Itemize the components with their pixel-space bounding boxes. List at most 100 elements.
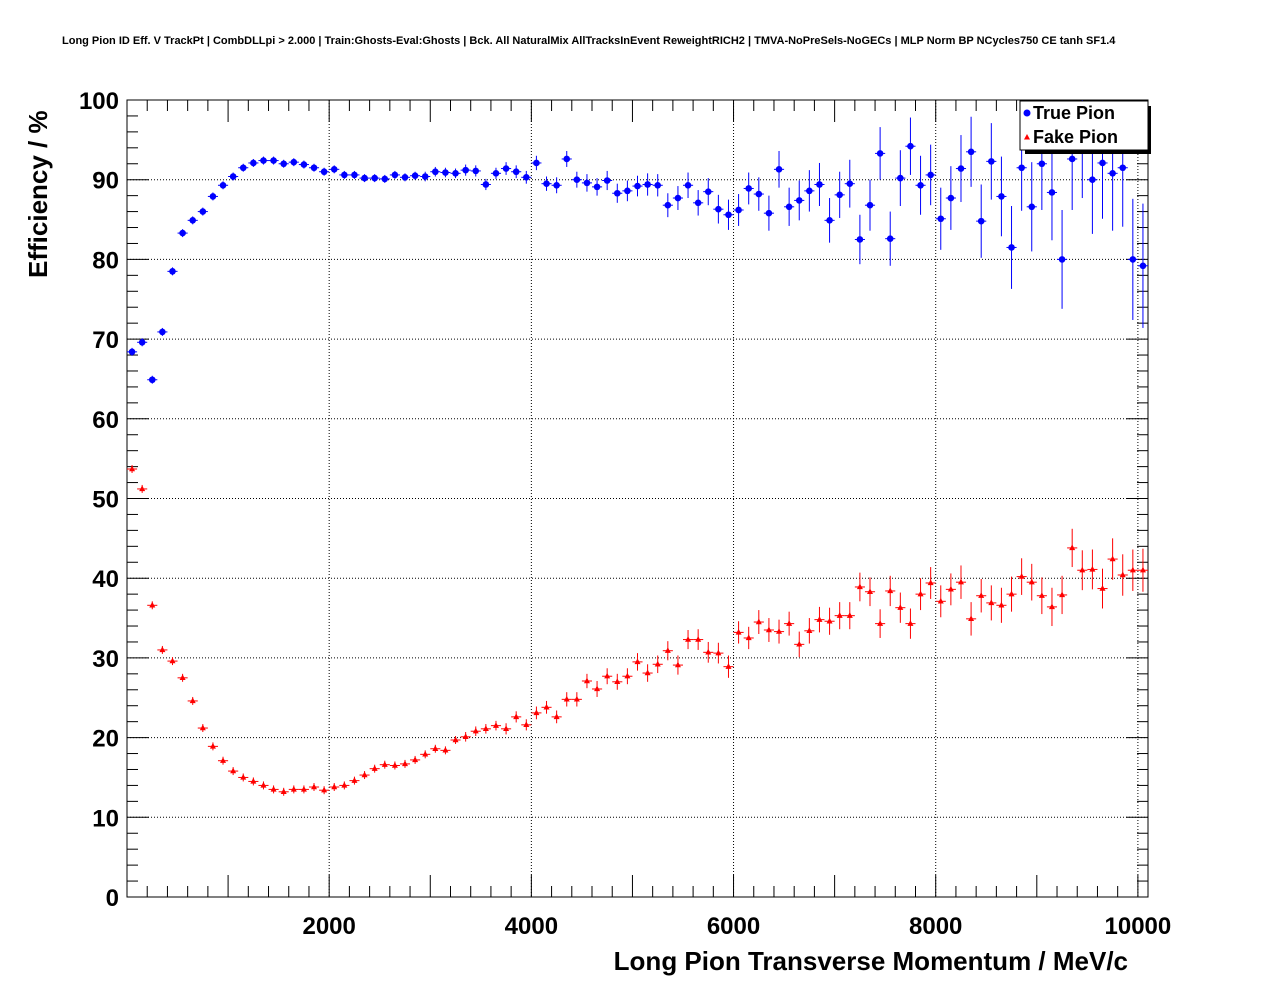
data-point-fake-pion <box>765 626 772 633</box>
data-point-true-pion <box>795 197 803 204</box>
data-point-fake-pion <box>169 657 176 664</box>
data-point-true-pion <box>330 166 338 173</box>
data-point-true-pion <box>290 158 298 166</box>
data-point-true-pion <box>138 338 146 346</box>
data-point-fake-pion <box>1119 571 1126 578</box>
data-point-fake-pion <box>583 677 590 684</box>
data-point-true-pion <box>432 168 439 176</box>
data-point-true-pion <box>179 229 186 237</box>
data-point-fake-pion <box>260 781 267 788</box>
data-point-true-pion <box>684 181 692 189</box>
data-point-fake-pion <box>129 465 136 472</box>
data-point-true-pion <box>664 201 672 209</box>
data-point-fake-pion <box>755 618 762 625</box>
data-point-fake-pion <box>300 785 307 792</box>
data-point-true-pion <box>897 174 904 182</box>
data-point-true-pion <box>704 188 712 195</box>
data-point-fake-pion <box>139 485 146 492</box>
legend-label-true-pion: True Pion <box>1033 103 1115 123</box>
data-point-true-pion <box>816 181 823 188</box>
data-point-fake-pion <box>391 761 398 768</box>
data-point-true-pion <box>745 185 752 192</box>
data-point-fake-pion <box>422 750 429 757</box>
y-axis-label: Efficiency / % <box>23 110 53 278</box>
data-point-fake-pion <box>867 588 874 594</box>
data-point-fake-pion <box>543 703 550 710</box>
data-point-fake-pion <box>594 685 601 692</box>
data-point-true-pion <box>967 148 975 156</box>
data-point-true-pion <box>826 217 833 224</box>
data-point-true-pion <box>371 174 378 182</box>
data-point-fake-pion <box>796 640 803 647</box>
data-point-fake-pion <box>856 583 863 590</box>
data-point-true-pion <box>654 181 662 189</box>
data-point-fake-pion <box>705 648 712 655</box>
data-point-true-pion <box>674 194 682 202</box>
data-point-true-pion <box>442 169 449 176</box>
data-point-fake-pion <box>209 742 216 749</box>
data-point-true-pion <box>320 168 328 176</box>
data-point-fake-pion <box>826 617 833 624</box>
data-point-true-pion <box>998 193 1005 200</box>
y-tick-label: 80 <box>92 247 119 274</box>
data-point-fake-pion <box>311 783 318 790</box>
data-point-fake-pion <box>472 727 479 734</box>
data-point-fake-pion <box>634 658 641 665</box>
data-point-true-pion <box>715 205 722 213</box>
data-point-true-pion <box>907 142 914 150</box>
data-point-fake-pion <box>614 678 621 685</box>
data-point-true-pion <box>876 150 884 157</box>
data-point-fake-pion <box>947 585 954 592</box>
data-point-true-pion <box>533 159 540 167</box>
data-point-fake-pion <box>998 601 1005 608</box>
data-point-true-pion <box>856 236 864 243</box>
data-point-true-pion <box>846 180 854 187</box>
data-point-true-pion <box>1099 159 1106 167</box>
data-point-fake-pion <box>907 620 914 626</box>
data-point-fake-pion <box>988 599 995 606</box>
data-point-true-pion <box>1058 256 1066 263</box>
data-point-fake-pion <box>563 695 570 702</box>
y-tick-label: 90 <box>92 168 119 195</box>
x-tick-label: 6000 <box>707 913 760 940</box>
y-tick-label: 10 <box>92 805 119 832</box>
legend: True Pion Fake Pion <box>1019 100 1151 154</box>
data-point-fake-pion <box>1099 585 1106 591</box>
data-point-fake-pion <box>220 757 227 763</box>
y-tick-label: 0 <box>106 885 119 912</box>
data-point-fake-pion <box>1048 603 1055 610</box>
legend-marker-true-pion <box>1023 109 1031 117</box>
data-point-true-pion <box>421 173 429 180</box>
data-point-true-pion <box>735 206 742 214</box>
data-point-fake-pion <box>685 636 692 642</box>
data-point-true-pion <box>260 157 267 164</box>
data-point-fake-pion <box>1089 565 1096 572</box>
data-point-fake-pion <box>776 628 783 634</box>
data-point-fake-pion <box>199 724 206 731</box>
data-point-true-pion <box>199 208 207 215</box>
data-point-true-pion <box>1139 262 1147 270</box>
data-point-true-pion <box>977 217 985 225</box>
data-point-true-pion <box>148 376 156 384</box>
legend-box <box>1019 100 1149 151</box>
data-point-fake-pion <box>240 773 247 780</box>
data-point-true-pion <box>563 155 571 163</box>
data-point-fake-pion <box>250 777 257 784</box>
data-point-true-pion <box>300 161 308 168</box>
data-point-fake-pion <box>877 620 884 626</box>
data-point-true-pion <box>937 215 945 223</box>
data-point-true-pion <box>401 174 409 181</box>
data-point-true-pion <box>1038 160 1046 168</box>
data-point-fake-pion <box>361 771 368 778</box>
data-point-true-pion <box>219 181 227 189</box>
data-point-true-pion <box>755 190 763 198</box>
data-point-fake-pion <box>553 713 560 720</box>
data-point-true-pion <box>1048 189 1056 196</box>
data-point-true-pion <box>381 175 389 183</box>
y-tick-label: 30 <box>92 646 119 673</box>
data-series <box>127 100 1148 796</box>
data-point-fake-pion <box>978 592 985 598</box>
data-point-fake-pion <box>735 628 742 635</box>
chart-title: Long Pion ID Eff. V TrackPt | CombDLLpi … <box>62 35 1116 47</box>
